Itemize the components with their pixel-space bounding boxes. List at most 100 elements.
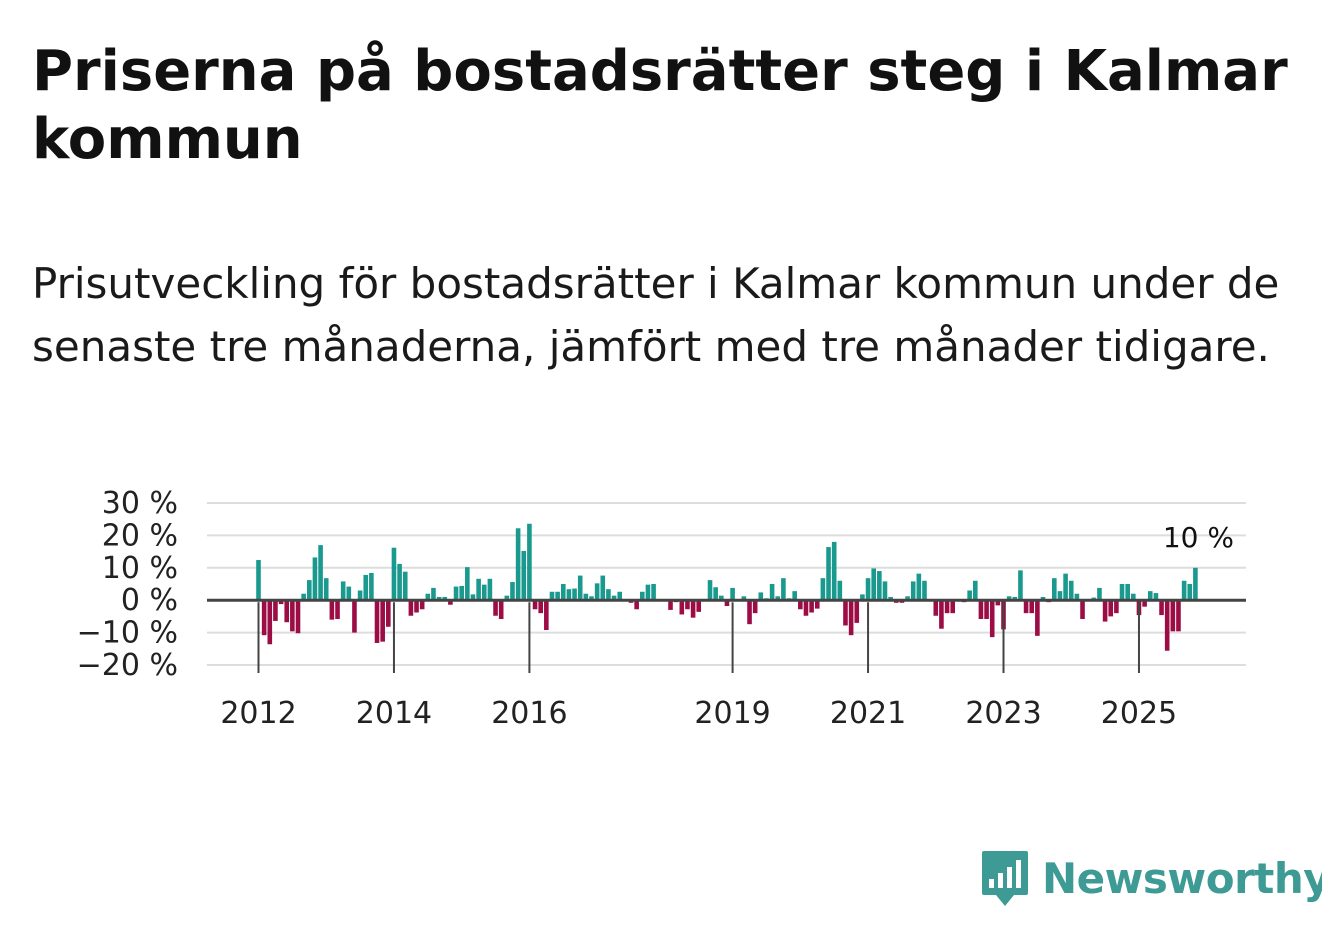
newsworthy-logo-icon xyxy=(982,851,1028,906)
bar xyxy=(380,600,385,642)
bar xyxy=(854,600,860,623)
bar xyxy=(577,575,583,601)
bar xyxy=(978,600,984,619)
bar xyxy=(933,600,939,616)
bar xyxy=(1057,591,1063,601)
bar xyxy=(713,587,718,601)
bar xyxy=(532,600,538,610)
bar xyxy=(476,578,481,601)
bar xyxy=(1125,584,1130,601)
bar xyxy=(555,591,560,601)
x-axis: 2012 2014 2016 2019 2021 2023 2025 xyxy=(220,602,1177,731)
bar xyxy=(972,580,978,601)
bar xyxy=(781,578,786,601)
x-tick-label: 2014 xyxy=(356,696,432,731)
bar xyxy=(549,591,555,601)
bar xyxy=(329,600,335,620)
bar xyxy=(408,600,414,616)
bar xyxy=(871,568,876,601)
bar xyxy=(1159,600,1164,616)
bar xyxy=(1006,596,1012,601)
bar xyxy=(1063,573,1068,601)
bar xyxy=(301,593,306,601)
bar xyxy=(809,600,814,613)
bar xyxy=(402,571,408,601)
bar xyxy=(278,600,284,605)
bar xyxy=(1080,600,1085,619)
bar xyxy=(752,600,758,614)
bar xyxy=(267,600,273,645)
bar xyxy=(470,594,476,601)
y-axis: 30 %20 %10 %0 %−10 %−20 % xyxy=(77,486,178,683)
bar xyxy=(1029,600,1035,614)
bar xyxy=(905,596,910,601)
bar xyxy=(391,547,397,601)
bar xyxy=(544,600,549,631)
x-tick-label: 2025 xyxy=(1101,696,1177,731)
bar xyxy=(436,596,442,601)
bar xyxy=(386,600,391,627)
bar xyxy=(323,578,329,601)
bar xyxy=(465,567,470,601)
bar xyxy=(865,578,871,601)
bar xyxy=(498,600,504,619)
bar xyxy=(837,580,843,601)
bar xyxy=(685,600,690,610)
bar xyxy=(340,581,346,601)
bar xyxy=(453,586,459,601)
bar xyxy=(848,600,854,636)
bar xyxy=(792,591,797,601)
bar xyxy=(273,600,278,621)
bar xyxy=(1102,600,1108,622)
bar xyxy=(798,600,803,610)
bar xyxy=(668,600,673,610)
bar xyxy=(826,547,831,601)
bar xyxy=(374,600,380,643)
bar xyxy=(967,590,972,601)
bar xyxy=(1012,596,1018,601)
bar xyxy=(747,600,752,625)
bar xyxy=(1119,584,1125,601)
bar xyxy=(521,550,527,601)
bar xyxy=(442,596,448,601)
bar xyxy=(307,580,312,601)
bar xyxy=(814,600,820,609)
bar xyxy=(346,586,352,601)
bar xyxy=(1023,600,1029,614)
bar xyxy=(724,600,730,607)
bar xyxy=(888,596,893,601)
bar xyxy=(1187,584,1193,601)
brand-name: Newsworthy xyxy=(1042,853,1322,903)
bar xyxy=(510,582,515,601)
bar xyxy=(1074,593,1080,601)
bar xyxy=(719,595,724,601)
bar xyxy=(1018,570,1023,601)
bar xyxy=(984,600,989,619)
bar xyxy=(944,600,950,614)
bar xyxy=(634,600,639,610)
bar xyxy=(1097,587,1102,601)
bar xyxy=(617,591,623,601)
bar xyxy=(916,573,922,601)
bar xyxy=(352,600,357,633)
y-tick-label: 30 % xyxy=(102,486,178,521)
bar xyxy=(882,581,888,601)
bar xyxy=(758,592,764,601)
bar xyxy=(989,600,995,638)
bar xyxy=(696,600,702,612)
bar xyxy=(419,600,425,610)
bar xyxy=(843,600,848,626)
x-tick-label: 2021 xyxy=(830,696,906,731)
bar xyxy=(1040,596,1046,601)
bar xyxy=(651,584,656,601)
x-tick-label: 2019 xyxy=(694,696,770,731)
bar xyxy=(256,560,261,601)
y-tick-label: 0 % xyxy=(121,583,178,618)
chart-title: Priserna på bostadsrätter steg i Kalmar … xyxy=(32,39,1288,172)
x-tick-label: 2023 xyxy=(965,696,1041,731)
bar xyxy=(690,600,696,618)
bar xyxy=(560,584,566,601)
bar xyxy=(600,575,606,601)
bar xyxy=(284,600,290,623)
bar xyxy=(995,600,1001,606)
